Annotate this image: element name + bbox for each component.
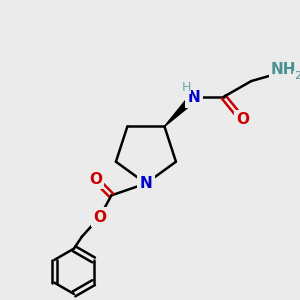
Text: N: N: [140, 176, 152, 191]
Text: 2: 2: [294, 71, 300, 81]
Text: O: O: [236, 112, 249, 127]
Text: N: N: [188, 90, 200, 105]
Text: O: O: [93, 209, 106, 224]
Text: NH: NH: [271, 62, 296, 77]
Polygon shape: [164, 94, 197, 126]
Text: H: H: [182, 80, 191, 94]
Text: O: O: [89, 172, 102, 187]
